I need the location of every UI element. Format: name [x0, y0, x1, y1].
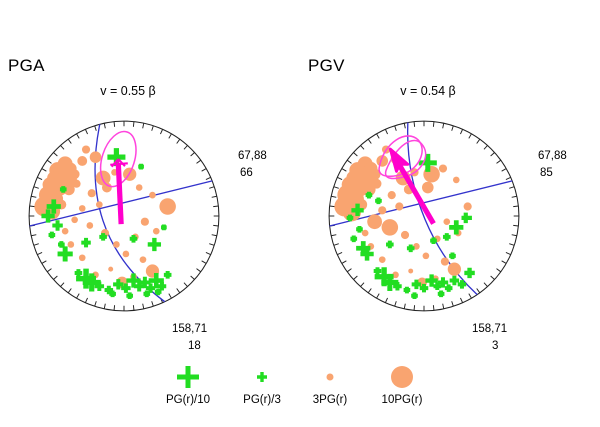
panel-title-pga: PGA: [8, 56, 45, 75]
confidence-loop-pgv: [378, 135, 427, 180]
legend-item-2: 3PG(r): [298, 362, 362, 406]
legend-label-2: 3PG(r): [312, 394, 348, 406]
legend-label-0: PG(r)/10: [165, 394, 211, 406]
legend-symbol-orange-dot-small: [298, 362, 362, 392]
nodal-plane-2-pgv: [407, 122, 478, 296]
edge-label-right-bottom-pga: 66: [240, 167, 253, 179]
edge-label-right-bottom-pgv: 85: [540, 167, 553, 179]
panel-pgv: PGV v = 0.54 β 67,88 85 158,71 3: [300, 0, 600, 375]
amplitude-circles-pgv: [334, 145, 472, 288]
panel-title-pgv: PGV: [308, 56, 345, 75]
edge-label-bottom-bottom-pga: 18: [188, 340, 201, 352]
rim-ticks: [329, 121, 519, 311]
green-crosses-pgv: [346, 153, 475, 300]
legend-item-3: 10PG(r): [362, 362, 442, 406]
legend-label-3: 10PG(r): [381, 394, 423, 406]
legend-symbol-orange-dot-large: [362, 362, 442, 392]
edge-label-right-top-pga: 67,88: [238, 150, 267, 162]
stereonet-pgv: [312, 98, 536, 334]
legend-symbol-green-cross-small: [226, 362, 298, 392]
confidence-ellipse-pga: [99, 130, 137, 188]
green-crosses-pga: [41, 148, 172, 300]
legend-symbol-green-cross-large: [150, 362, 226, 392]
rim-ticks: [29, 121, 219, 311]
edge-label-bottom-top-pgv: 158,71: [472, 323, 508, 335]
v-label-pgv: v = 0.54 β: [400, 84, 456, 98]
legend: PG(r)/10 PG(r)/3 3PG(r) 10PG(r): [0, 362, 600, 427]
principal-axis-arrowhead-pgv: [388, 147, 410, 173]
edge-label-bottom-bottom-pgv: 3: [492, 340, 499, 352]
principal-axis-arrowhead-pga: [110, 158, 128, 168]
edge-label-right-top-pgv: 67,88: [538, 150, 567, 162]
legend-label-1: PG(r)/3: [243, 394, 281, 406]
stereonet-pga: [12, 98, 236, 334]
legend-item-0: PG(r)/10: [150, 362, 226, 406]
edge-label-bottom-top-pga: 158,71: [172, 323, 208, 335]
v-label-pga: v = 0.55 β: [100, 84, 156, 98]
legend-item-1: PG(r)/3: [226, 362, 298, 406]
principal-axis-vector-pgv: [392, 155, 436, 225]
principal-axis-vector-pga: [115, 163, 124, 225]
panel-pga: PGA v = 0.55 β 67,88 66 158,71 18: [0, 0, 300, 375]
